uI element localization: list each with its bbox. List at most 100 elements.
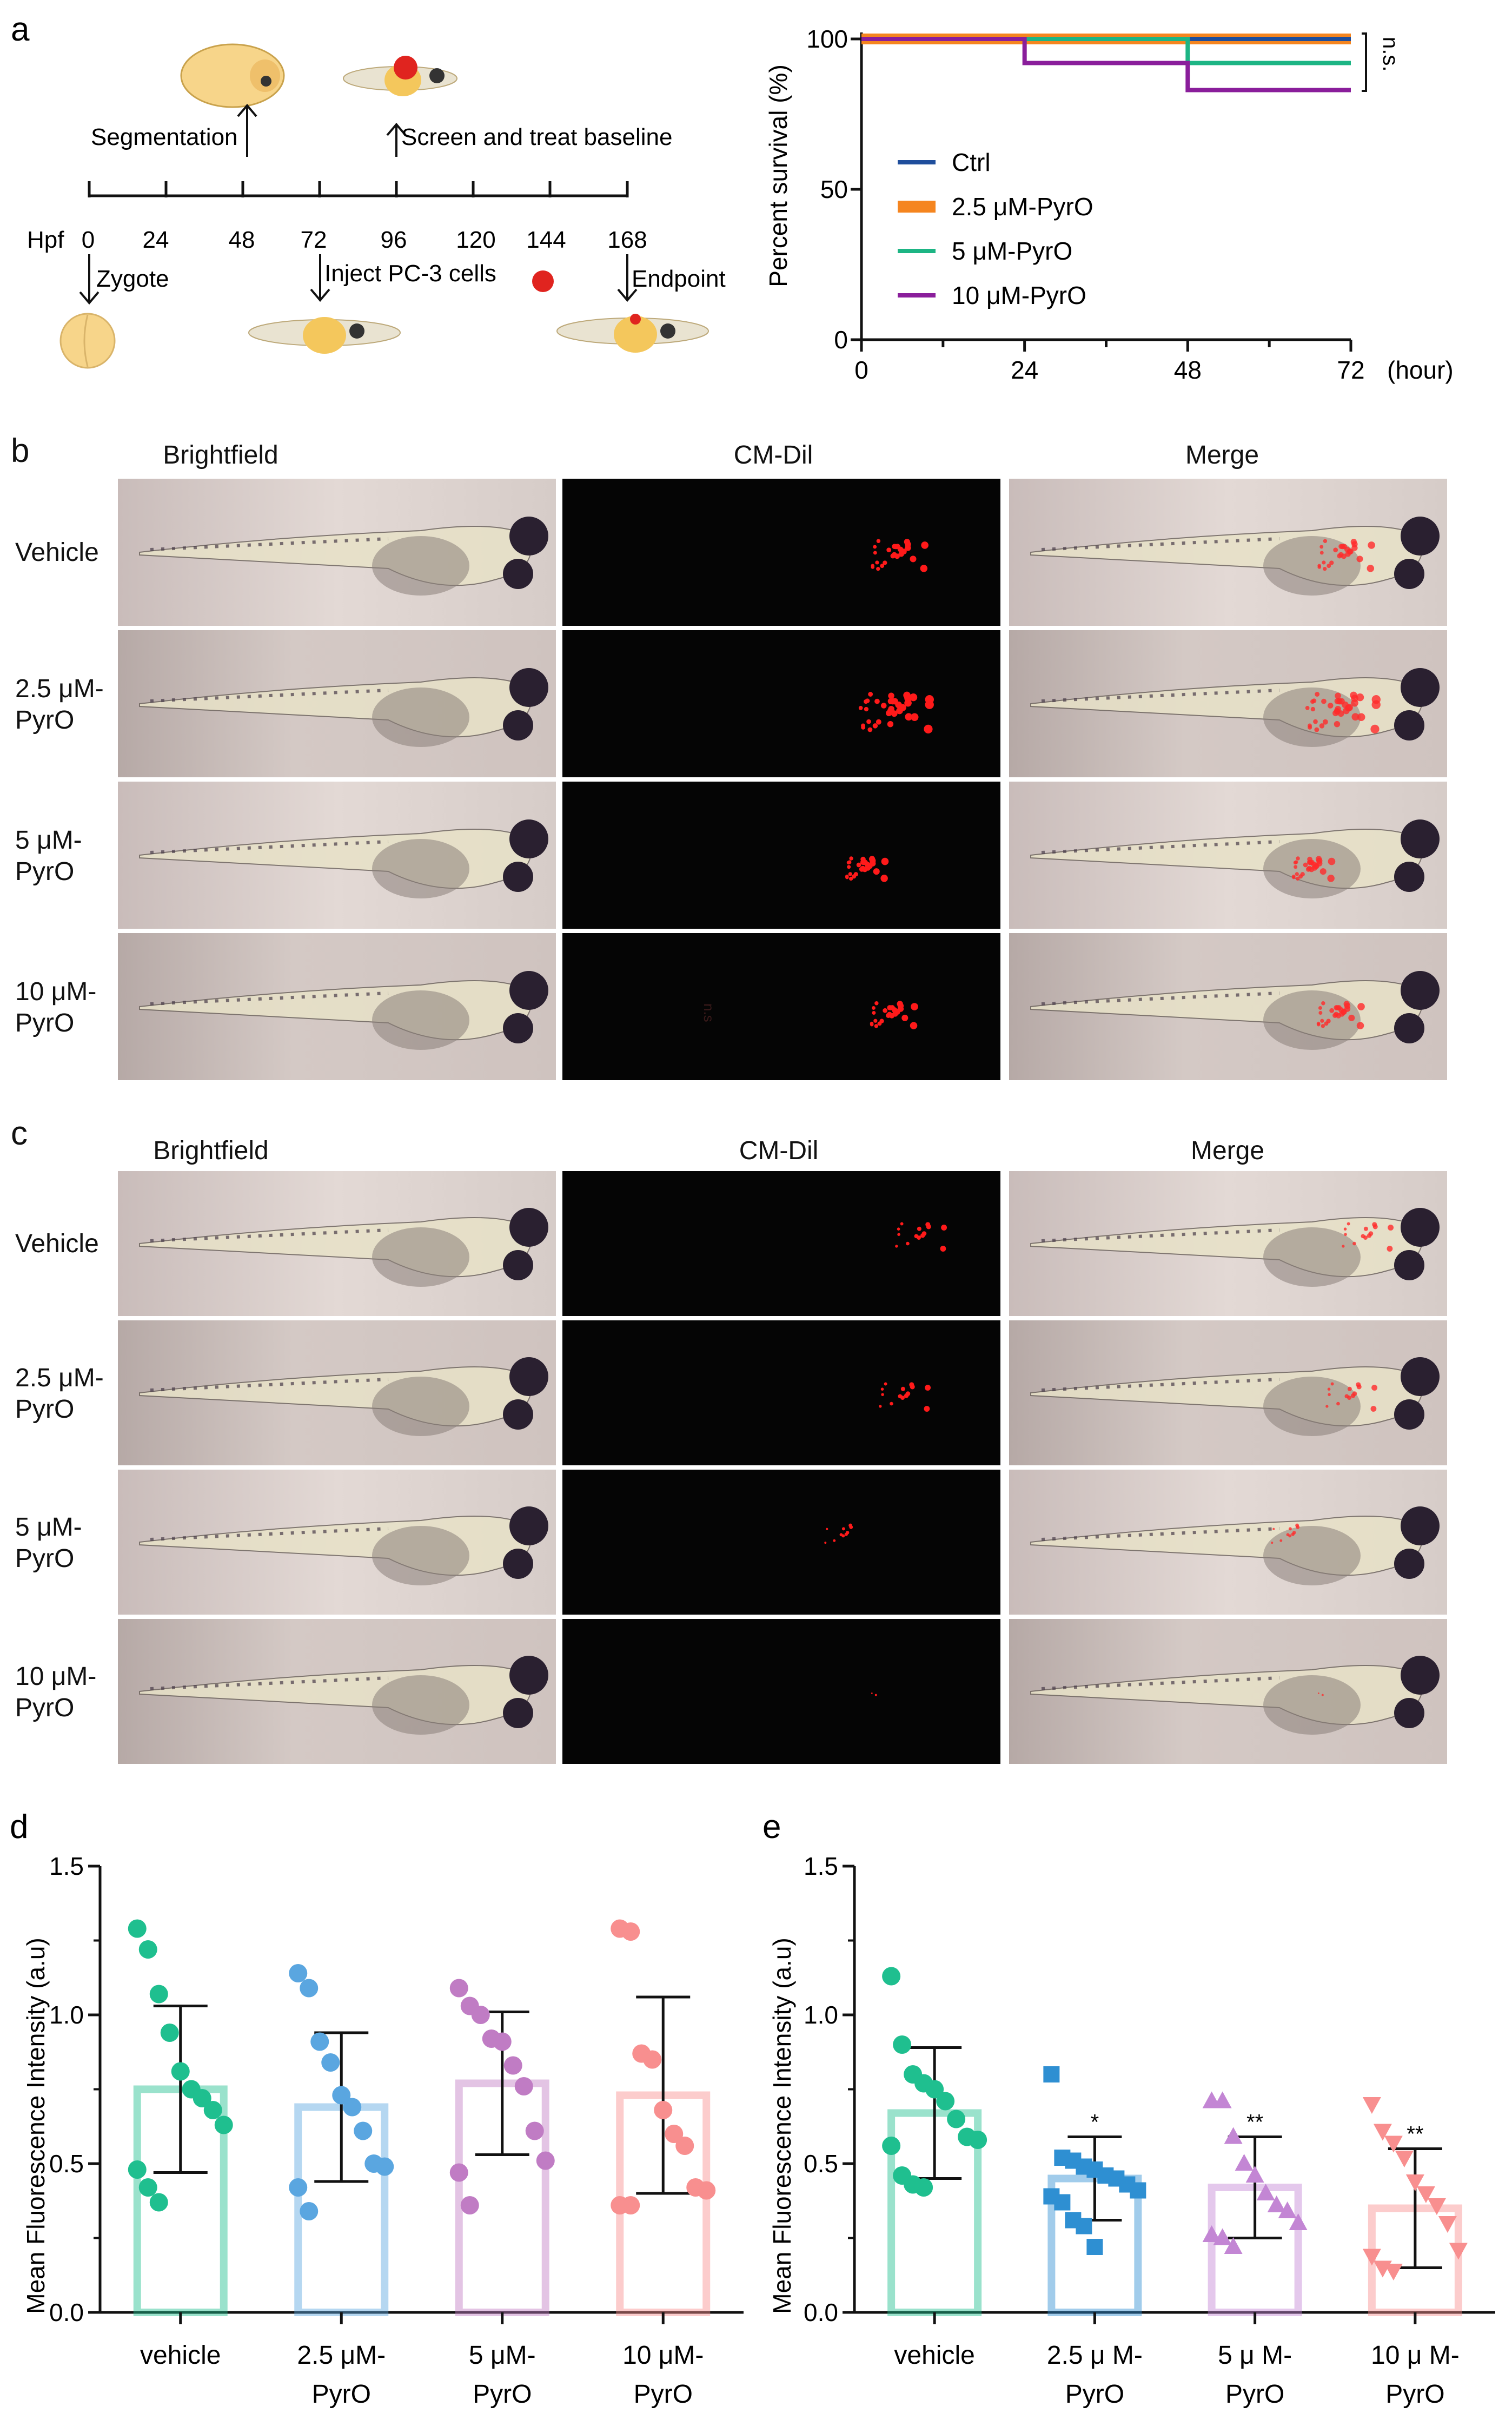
tumor-signal-spot [895, 1245, 898, 1248]
larva-yolk [1263, 1526, 1361, 1585]
larva-eye [1401, 1506, 1440, 1545]
fluorescence-drawing [858, 691, 934, 733]
tumor-signal-spot [1329, 560, 1334, 565]
tumor-signal-spot [866, 719, 871, 724]
tumor-signal-spot [1320, 1019, 1324, 1023]
tumor-signal-spot [1279, 1539, 1283, 1542]
brightfield-image [118, 1171, 556, 1316]
larva-eye [509, 819, 548, 858]
tumor-signal-spot [880, 564, 885, 568]
tumor-signal-spot [890, 1401, 893, 1406]
data-point [289, 2178, 308, 2197]
tumor-signal-spot [876, 539, 881, 543]
larva-pigment-line [1041, 1676, 1280, 1690]
tumor-signal-spot [848, 872, 852, 876]
data-point [493, 2032, 512, 2051]
tumor-signal-spot [847, 860, 852, 864]
survival-x-tick-label: 72 [1337, 356, 1364, 384]
fluorescence-drawing [871, 1692, 877, 1696]
tumor-signal-spot [874, 1694, 877, 1696]
tumor-signal-spot [1315, 692, 1320, 697]
larva-pigment-line [150, 991, 389, 1006]
tumor-signal-spot [897, 1227, 900, 1231]
tumor-signal-spot [880, 1387, 884, 1391]
fluorescence-drawing [871, 539, 929, 572]
tumor-signal-spot [924, 1406, 930, 1412]
tumor-signal-spot [848, 876, 853, 881]
larva-eye [503, 1698, 533, 1728]
data-point [643, 2050, 662, 2069]
fluorescence-drawing [824, 1523, 853, 1544]
larva-eye [1401, 971, 1440, 1010]
larva-pigment-line [150, 840, 389, 854]
data-point [1427, 2198, 1446, 2215]
tumor-signal-spot [879, 1405, 882, 1408]
larva-body [139, 980, 532, 1041]
tumor-signal-spot [844, 1532, 848, 1536]
data-point [1224, 2237, 1243, 2254]
tumor-signal-spot [888, 705, 894, 712]
tumor-signal-spot [1294, 860, 1298, 864]
larva-eye [1394, 1399, 1424, 1430]
larva-body [139, 829, 532, 889]
tumor-signal-spot [1291, 1532, 1295, 1536]
data-point [354, 2121, 373, 2140]
larva-eye [1401, 1208, 1440, 1247]
tumor-signal-spot [1356, 1022, 1364, 1029]
tumor-signal-spot [1357, 713, 1365, 721]
row-label: 10 μM- PyrO [15, 1662, 97, 1722]
tumor-signal-spot [881, 857, 889, 865]
larva-pigment-line [1041, 840, 1280, 854]
merge-image [1009, 630, 1447, 777]
larva-body [139, 677, 532, 738]
data-point [882, 2137, 901, 2155]
tumor-signal-spot [1292, 875, 1296, 880]
larva-pigment-line [150, 1228, 389, 1242]
larva-drawing [1030, 1357, 1440, 1436]
y-tick-label: 1.5 [804, 1852, 838, 1880]
larva-eye [509, 1357, 548, 1396]
tumor-signal-spot [1336, 1401, 1340, 1406]
data-point [893, 2035, 912, 2054]
tumor-signal-spot [897, 1233, 900, 1236]
survival-x-tick-label: 0 [854, 356, 868, 384]
category-label: PyrO [1225, 2380, 1284, 2409]
survival-ns-bracket [1362, 32, 1367, 92]
larva-drawing [1030, 517, 1440, 596]
tumor-signal-spot [871, 565, 875, 569]
data-point [1054, 2194, 1071, 2211]
tumor-signal-spot [858, 706, 863, 710]
survival-legend: Ctrl 2.5 μM-PyrO 5 μM-PyrO 10 μM-PyrO [898, 148, 1093, 309]
tumor-signal-spot [888, 1005, 894, 1011]
tumor-signal-spot [1305, 706, 1310, 710]
data-point [936, 2092, 955, 2111]
larva-eye [509, 1656, 548, 1695]
timeline-tick-label: 144 [526, 227, 566, 253]
tumor-signal-spot [856, 862, 861, 868]
tumor-signal-spot [861, 725, 866, 730]
survival-x-tick-label: 24 [1011, 356, 1038, 384]
tumor-signal-spot [1367, 1233, 1372, 1238]
tumor-signal-spot [871, 1006, 876, 1010]
tumor-signal-spot [849, 856, 853, 861]
merge-image [1009, 933, 1447, 1080]
tumor-signal-spot [880, 875, 888, 882]
larva-eye [1394, 1549, 1424, 1579]
category-label: 5 μM- [469, 2341, 536, 2370]
tumor-signal-spot [874, 1024, 879, 1028]
larva-body [1030, 1516, 1423, 1576]
tumor-signal-spot [1363, 1226, 1368, 1231]
panel-b-col-header-merge: Merge [1185, 441, 1259, 470]
merge-image [1009, 479, 1447, 626]
larva-eye [503, 1250, 533, 1280]
data-point [1256, 2184, 1275, 2200]
data-point [882, 1967, 901, 1986]
data-point [460, 2196, 479, 2214]
significance-label: ** [1246, 2111, 1263, 2134]
panel-b-imaging: b Brightfield CM-Dil Merge Vehicle 2.5 μM… [0, 416, 1512, 1087]
data-point [171, 2062, 190, 2081]
tumor-signal-spot [893, 544, 899, 550]
data-point [925, 2080, 944, 2099]
data-point [697, 2181, 716, 2200]
